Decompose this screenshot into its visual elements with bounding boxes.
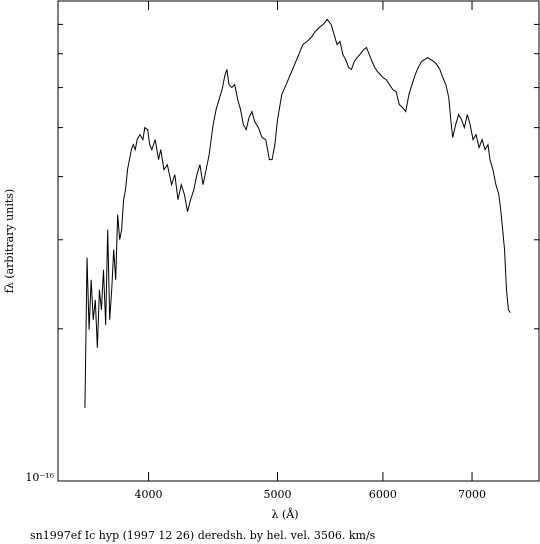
y-axis-label: fλ (arbitrary units) xyxy=(3,189,16,293)
spectrum-line xyxy=(84,18,511,408)
x-tick-label: 4000 xyxy=(135,488,163,501)
plot-frame xyxy=(57,0,540,482)
x-axis-label: λ (Å) xyxy=(272,507,299,521)
x-tick-label: 7000 xyxy=(458,488,486,501)
x-tick-label: 6000 xyxy=(369,488,397,501)
x-tick-label: 5000 xyxy=(264,488,292,501)
caption: sn1997ef Ic hyp (1997 12 26) deredsh. by… xyxy=(30,529,376,542)
y-tick-label: 10⁻¹⁶ xyxy=(25,471,54,484)
